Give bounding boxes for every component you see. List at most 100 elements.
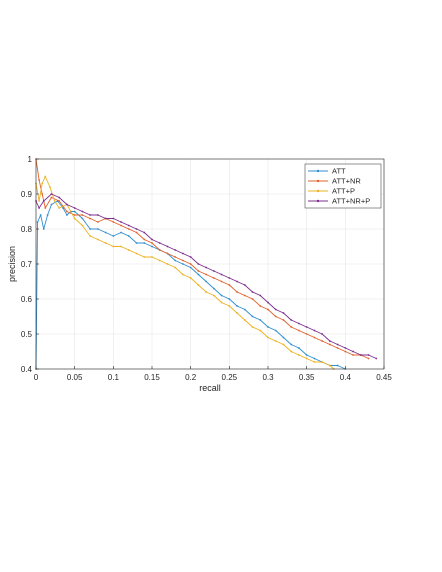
data-point <box>328 340 331 342</box>
data-point <box>274 308 277 311</box>
data-point <box>96 214 99 216</box>
data-point <box>313 329 316 332</box>
y-tick-label: 0.6 <box>21 295 33 304</box>
series-att-nr-p <box>35 193 378 360</box>
data-point <box>267 308 269 311</box>
data-point <box>151 245 153 248</box>
data-point <box>66 203 68 206</box>
data-point <box>298 347 300 349</box>
data-point <box>127 228 130 230</box>
data-point <box>81 210 84 213</box>
y-axis-label: precision <box>7 246 17 282</box>
data-point <box>220 294 223 297</box>
data-point <box>66 214 68 216</box>
data-point <box>274 315 277 318</box>
data-point <box>267 301 269 304</box>
data-point <box>328 343 331 346</box>
data-point <box>158 249 161 251</box>
data-point <box>158 242 161 244</box>
data-point <box>73 210 76 213</box>
data-point <box>251 291 254 293</box>
data-point <box>189 266 192 269</box>
y-tick-label: 0.9 <box>21 190 33 199</box>
data-point <box>243 308 246 311</box>
data-point <box>41 182 44 185</box>
data-point <box>197 263 200 265</box>
data-point <box>189 263 192 265</box>
x-tick-label: 0 <box>34 373 39 382</box>
data-point <box>143 231 146 234</box>
data-point <box>81 214 84 216</box>
data-point <box>290 326 293 328</box>
data-point <box>290 343 293 346</box>
data-point <box>197 284 200 286</box>
data-point <box>251 315 254 318</box>
data-point <box>44 175 47 178</box>
data-point <box>127 235 130 237</box>
data-point <box>166 252 169 255</box>
data-point <box>174 259 177 262</box>
data-point <box>282 336 285 339</box>
x-tick-label: 0.35 <box>299 373 315 382</box>
series-line-att-nr-p <box>35 193 377 359</box>
data-point <box>120 221 122 223</box>
data-point <box>305 354 308 356</box>
data-point <box>38 207 40 209</box>
data-point <box>166 245 169 248</box>
data-point <box>298 322 300 325</box>
x-tick-label: 0.45 <box>376 373 392 382</box>
series-layer <box>35 158 378 370</box>
legend-label: ATT <box>332 167 346 176</box>
data-point <box>243 319 246 321</box>
data-point <box>259 329 262 332</box>
x-tick-label: 0.3 <box>262 373 274 382</box>
data-point <box>151 256 153 258</box>
data-point <box>205 291 208 293</box>
data-point <box>236 280 238 283</box>
data-point <box>41 193 44 195</box>
data-point <box>251 326 254 328</box>
data-point <box>290 350 293 353</box>
y-tick-label: 0.8 <box>21 225 33 234</box>
data-point <box>182 263 184 265</box>
series-att-nr <box>35 158 370 360</box>
data-point <box>112 217 115 220</box>
y-tick-label: 0.5 <box>21 330 33 339</box>
data-point <box>212 287 215 290</box>
data-point <box>228 277 231 279</box>
data-point <box>189 277 192 279</box>
data-point <box>205 273 208 276</box>
legend-marker <box>316 179 320 183</box>
data-point <box>305 326 308 328</box>
data-point <box>367 357 370 360</box>
data-point <box>282 319 285 321</box>
data-point <box>344 350 347 353</box>
data-point <box>112 221 115 223</box>
data-point <box>135 252 138 255</box>
data-point <box>42 200 45 202</box>
legend-marker <box>316 169 320 173</box>
data-point <box>58 196 61 199</box>
legend-label: ATT+P <box>332 187 355 196</box>
legend-marker <box>316 199 320 203</box>
data-point <box>182 273 184 276</box>
data-point <box>58 207 61 209</box>
data-point <box>305 357 308 360</box>
data-point <box>220 280 223 283</box>
data-point <box>236 312 238 314</box>
data-point <box>66 210 68 213</box>
data-point <box>220 273 223 276</box>
data-point <box>38 179 40 181</box>
data-point <box>313 336 316 339</box>
legend-marker <box>316 189 320 193</box>
series-att <box>35 200 347 370</box>
data-point <box>143 256 146 258</box>
data-point <box>251 298 254 300</box>
y-tick-label: 0.7 <box>21 260 33 269</box>
data-point <box>50 203 53 206</box>
data-point <box>274 340 277 342</box>
data-point <box>336 347 339 349</box>
data-point <box>313 361 316 363</box>
data-point <box>120 245 122 248</box>
data-point <box>46 214 49 216</box>
